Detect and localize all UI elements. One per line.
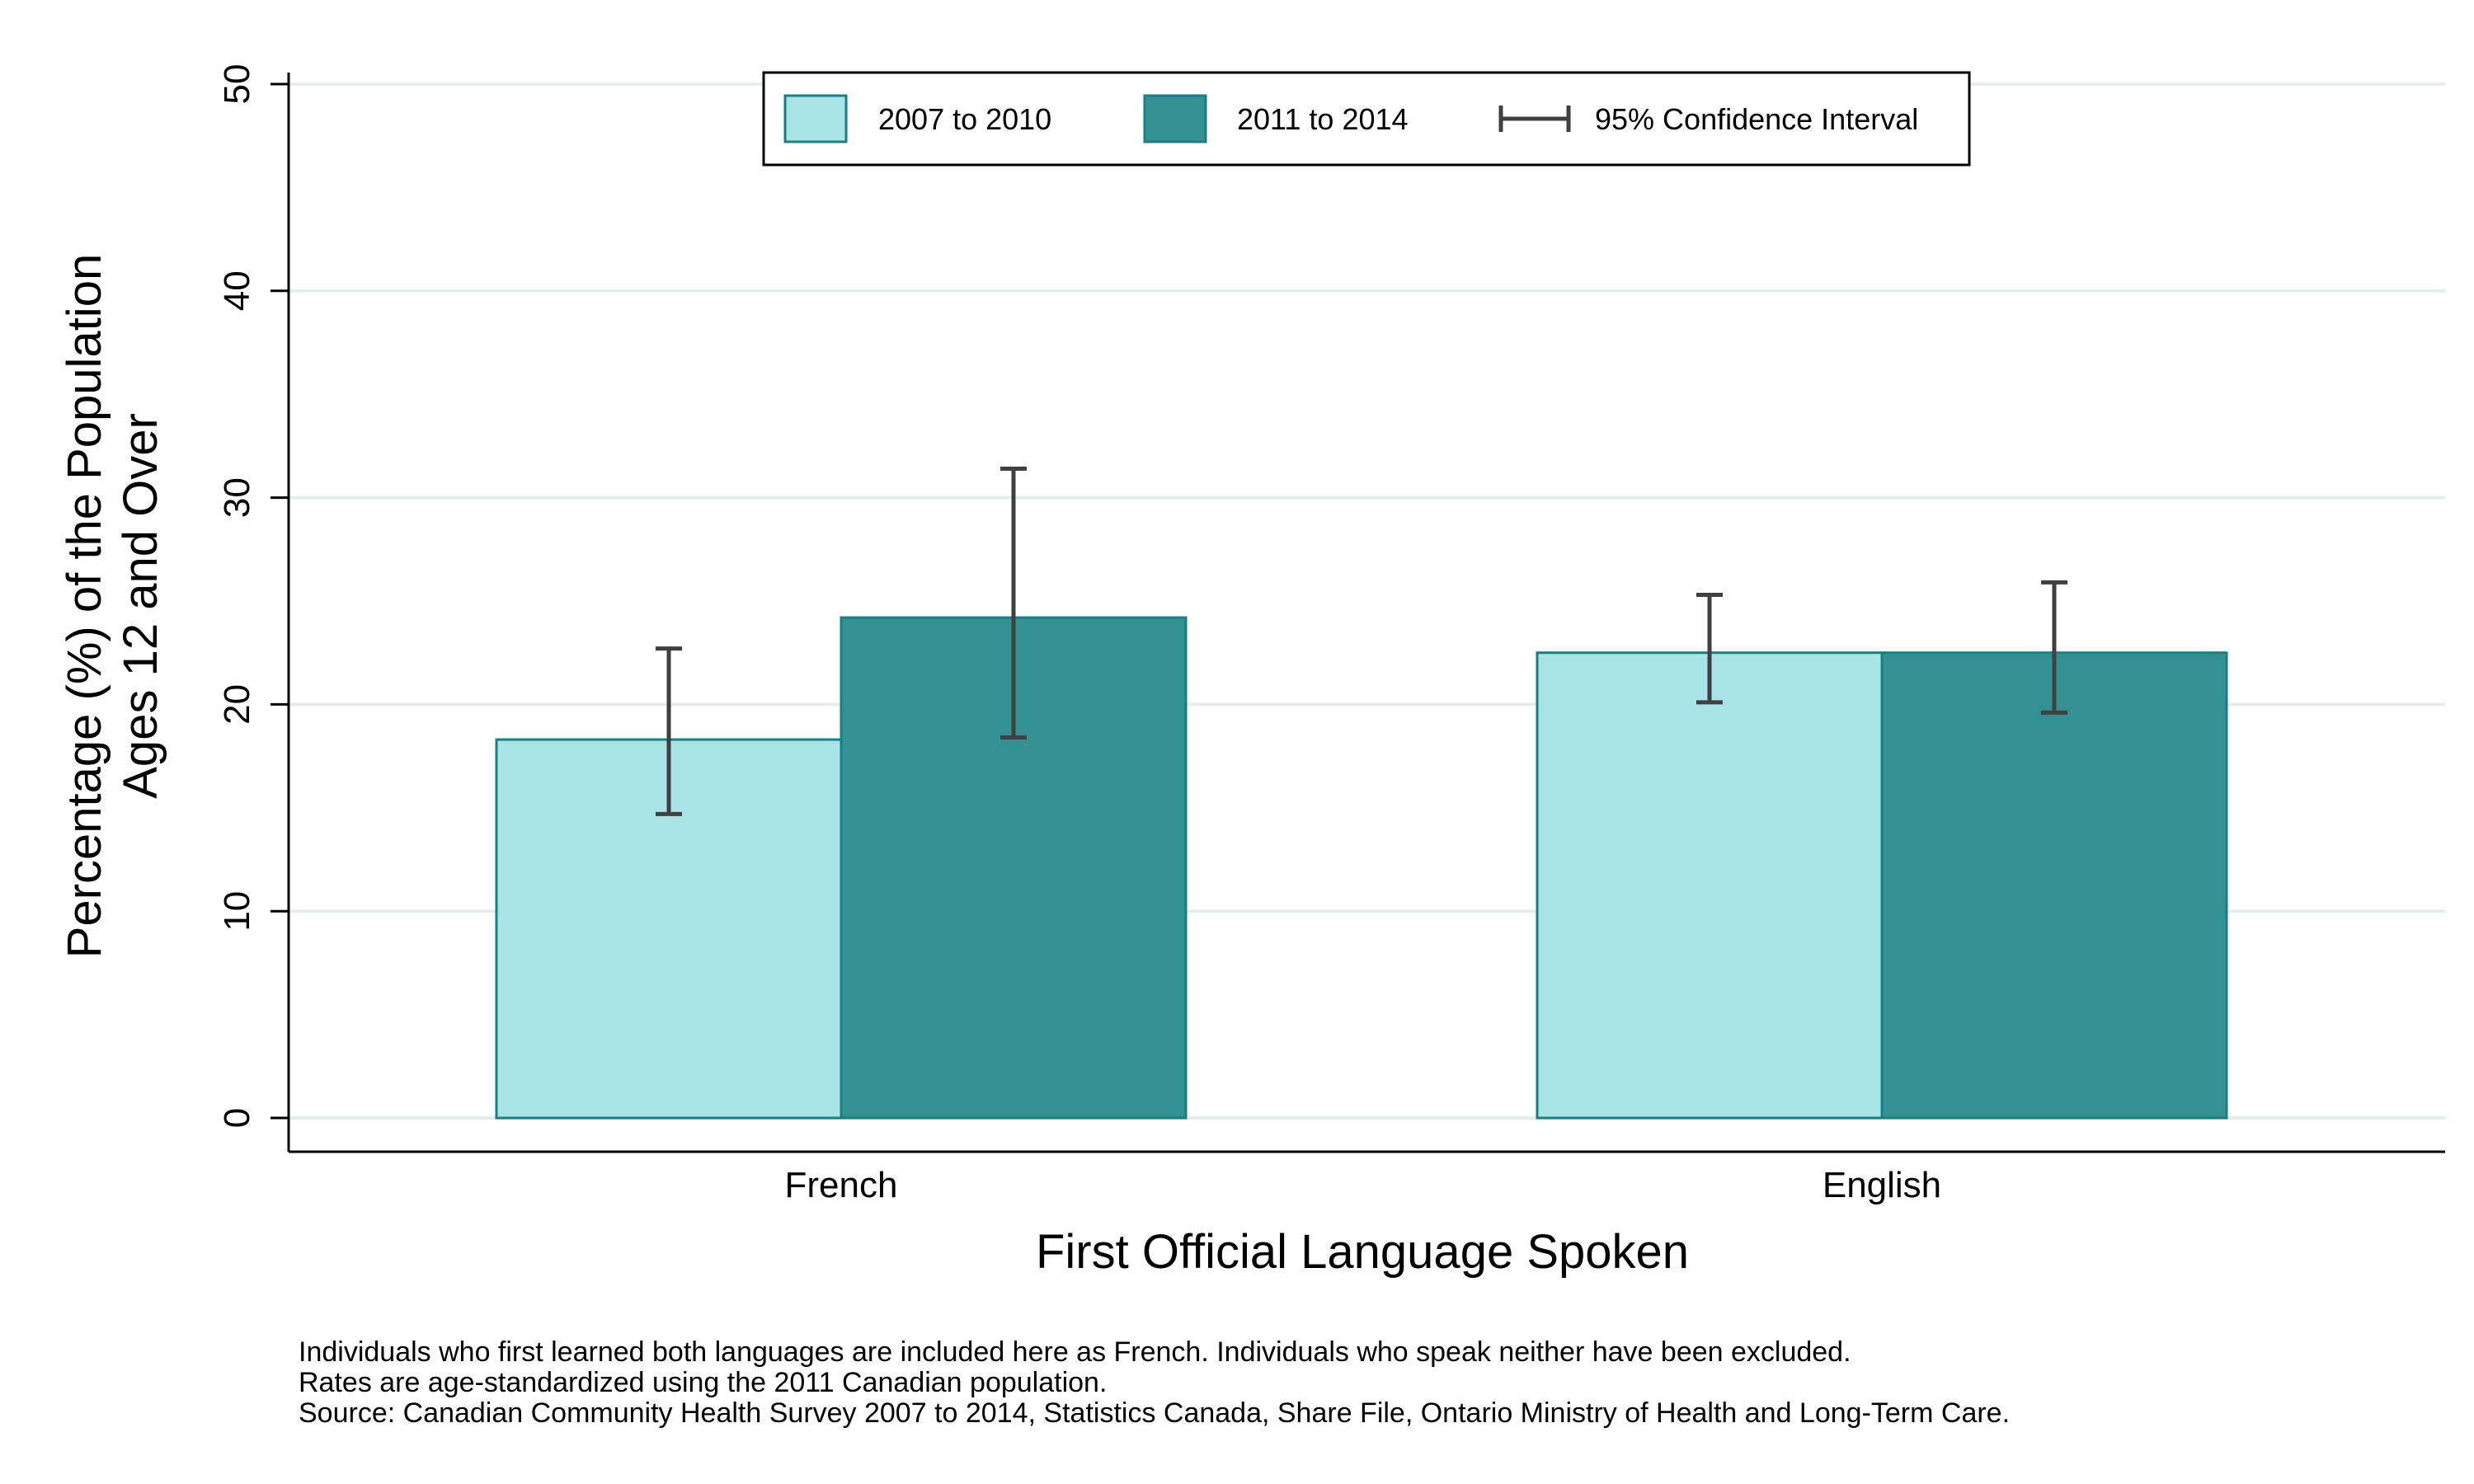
legend-label-2007-2010: 2007 to 2010 [878,102,1051,136]
y-tick-label: 30 [217,477,257,518]
bar-english-1 [1880,651,2228,1120]
y-tick-label: 20 [217,684,257,725]
x-tick-label: French [785,1165,898,1205]
error-bars [656,466,2067,816]
legend-label-ci: 95% Confidence Interval [1595,102,1918,136]
legend-label-2011-2014: 2011 to 2014 [1237,102,1409,136]
x-axis-label: First Official Language Spoken [1036,1225,1689,1279]
y-tick-label: 40 [217,270,257,311]
y-axis-label-line-1: Percentage (%) of the Population [58,254,111,958]
legend-box [762,71,1971,167]
x-ticks: French English [785,1165,1942,1205]
error-bar [656,646,682,816]
y-tick-label: 0 [217,1108,257,1128]
error-bar [1696,592,1723,705]
footnote-line-2: Rates are age-standardized using the 201… [299,1367,1108,1398]
footnotes: Individuals who first learned both langu… [299,1337,2010,1429]
y-tick-label: 50 [217,64,257,105]
y-tick-label: 10 [217,891,257,932]
bars [495,616,2228,1120]
footnote-line-3: Source: Canadian Community Health Survey… [299,1397,2011,1429]
legend-swatch-2011-2014 [1143,94,1207,143]
legend-swatch-2007-2010 [783,94,848,143]
x-tick-label: English [1823,1165,1941,1205]
error-bar [2041,580,2067,715]
bar-english-0 [1536,651,1884,1120]
axes [287,73,2445,1153]
footnote-line-1: Individuals who first learned both langu… [299,1336,1851,1368]
y-ticks: 0 10 20 30 40 50 [217,64,289,1128]
legend-ci-icon [1498,106,1571,132]
error-bar [1000,466,1027,740]
y-axis-label-line-2: Ages 12 and Over [114,413,167,799]
legend: 2007 to 2010 2011 to 2014 95% Confidence… [762,71,1971,167]
